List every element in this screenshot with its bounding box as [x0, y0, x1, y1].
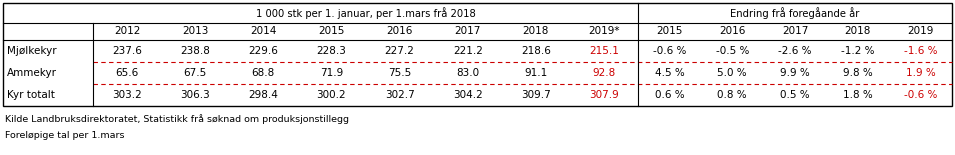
Text: Foreløpige tal per 1.mars: Foreløpige tal per 1.mars: [5, 131, 124, 140]
Text: 2018: 2018: [522, 27, 549, 36]
Text: Ammekyr: Ammekyr: [7, 68, 57, 78]
Text: 9.9 %: 9.9 %: [780, 68, 810, 78]
Text: 5.0 %: 5.0 %: [717, 68, 747, 78]
Text: 67.5: 67.5: [183, 68, 207, 78]
Text: 238.8: 238.8: [180, 46, 210, 56]
Text: 1.9 %: 1.9 %: [905, 68, 936, 78]
Text: 0.5 %: 0.5 %: [780, 90, 810, 100]
Text: 75.5: 75.5: [388, 68, 412, 78]
Text: -0.6 %: -0.6 %: [652, 46, 686, 56]
Text: 2012: 2012: [114, 27, 140, 36]
Text: 302.7: 302.7: [385, 90, 414, 100]
Text: 2015: 2015: [656, 27, 683, 36]
Text: 1.8 %: 1.8 %: [843, 90, 873, 100]
Text: 9.8 %: 9.8 %: [843, 68, 873, 78]
Text: -1.6 %: -1.6 %: [903, 46, 938, 56]
Text: 65.6: 65.6: [116, 68, 138, 78]
Text: 68.8: 68.8: [252, 68, 275, 78]
Text: 0.6 %: 0.6 %: [654, 90, 684, 100]
Text: -2.6 %: -2.6 %: [778, 46, 812, 56]
Text: 228.3: 228.3: [316, 46, 347, 56]
Bar: [3, 3, 952, 106]
Text: 237.6: 237.6: [112, 46, 142, 56]
Text: 2017: 2017: [782, 27, 808, 36]
Text: 309.7: 309.7: [520, 90, 551, 100]
Text: Mjølkekyr: Mjølkekyr: [7, 46, 56, 56]
Text: 306.3: 306.3: [180, 90, 210, 100]
Text: 2016: 2016: [387, 27, 413, 36]
Text: 303.2: 303.2: [112, 90, 142, 100]
Text: 2016: 2016: [719, 27, 746, 36]
Text: 298.4: 298.4: [248, 90, 278, 100]
Text: -0.5 %: -0.5 %: [715, 46, 749, 56]
Text: 2018: 2018: [844, 27, 871, 36]
Text: 2014: 2014: [250, 27, 277, 36]
Text: 2019: 2019: [907, 27, 934, 36]
Text: 215.1: 215.1: [589, 46, 619, 56]
Text: -1.2 %: -1.2 %: [841, 46, 875, 56]
Text: Kilde Landbruksdirektoratet, Statistikk frå søknad om produksjonstillegg: Kilde Landbruksdirektoratet, Statistikk …: [5, 114, 349, 124]
Text: 0.8 %: 0.8 %: [717, 90, 747, 100]
Text: 307.9: 307.9: [589, 90, 619, 100]
Text: Endring frå foregåande år: Endring frå foregåande år: [731, 7, 860, 19]
Text: 218.6: 218.6: [520, 46, 551, 56]
Text: 4.5 %: 4.5 %: [654, 68, 685, 78]
Text: 1 000 stk per 1. januar, per 1.mars frå 2018: 1 000 stk per 1. januar, per 1.mars frå …: [256, 7, 476, 19]
Text: 304.2: 304.2: [453, 90, 482, 100]
Text: 229.6: 229.6: [248, 46, 278, 56]
Text: 227.2: 227.2: [385, 46, 414, 56]
Text: 2017: 2017: [455, 27, 481, 36]
Text: 2015: 2015: [318, 27, 345, 36]
Text: 2019*: 2019*: [588, 27, 620, 36]
Text: 91.1: 91.1: [524, 68, 547, 78]
Text: 300.2: 300.2: [317, 90, 347, 100]
Text: 92.8: 92.8: [592, 68, 616, 78]
Text: 2013: 2013: [182, 27, 208, 36]
Text: 221.2: 221.2: [453, 46, 482, 56]
Text: -0.6 %: -0.6 %: [904, 90, 937, 100]
Text: 83.0: 83.0: [456, 68, 479, 78]
Text: 71.9: 71.9: [320, 68, 343, 78]
Text: Kyr totalt: Kyr totalt: [7, 90, 54, 100]
